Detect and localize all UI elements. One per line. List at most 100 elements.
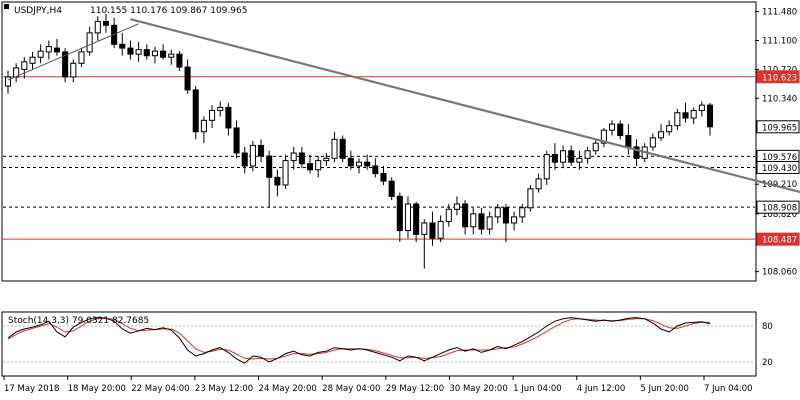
candle-body [396, 195, 403, 232]
candle-body [682, 112, 689, 119]
candle-body [372, 165, 379, 175]
candle-body [45, 46, 52, 53]
candle-body [200, 119, 207, 133]
candle-body [209, 109, 216, 121]
candle-body [437, 220, 444, 239]
candle-body [306, 163, 314, 171]
candle-body [445, 208, 452, 222]
level-label-box [756, 70, 800, 84]
indicator-label: Stoch(14,3,3) 79.0321 82.7685 [8, 316, 149, 326]
level-label: 110.623 [762, 73, 797, 83]
ohlc-header: 110.155 110.176 109.867 109.965 [90, 6, 247, 16]
current-price-box [756, 120, 800, 134]
price-tick-label: 108.820 [762, 210, 797, 220]
price-tick-label: 108.060 [762, 268, 797, 278]
trendline [130, 18, 800, 194]
candle-body [535, 178, 542, 190]
stoch-main-line [7, 317, 711, 364]
candle-body [609, 123, 616, 131]
candle-body [698, 104, 705, 111]
price-tick-label: 111.100 [762, 36, 797, 46]
level-label: 109.430 [762, 164, 797, 174]
candle-body [176, 53, 183, 68]
candle-body [78, 51, 85, 64]
candle-body [94, 20, 101, 34]
candle-body [37, 50, 44, 58]
candle-body [315, 160, 322, 171]
candle-body [347, 157, 354, 167]
candle-body [241, 152, 248, 167]
candle-body [404, 203, 412, 232]
time-tick-label: 1 Jun 04:00 [513, 384, 562, 394]
stoch-level-label: 80 [762, 322, 773, 332]
candle-body [511, 216, 518, 224]
candle-body [625, 135, 632, 148]
level-label-box [756, 232, 800, 246]
time-tick-label: 4 Jun 12:00 [577, 384, 626, 394]
symbol-label: USDJPY,H4 [14, 6, 62, 16]
candle-body [62, 51, 69, 78]
candle-body [266, 155, 273, 178]
candle-body [494, 207, 501, 218]
candle-body [184, 66, 191, 91]
level-label-box [756, 200, 800, 214]
candle-body [290, 152, 297, 162]
candle-body [421, 222, 428, 235]
candle-body [617, 123, 624, 137]
time-tick-label: 23 May 12:00 [195, 384, 253, 394]
candle-body [674, 112, 681, 127]
candle-body [127, 47, 134, 55]
candle-body [527, 188, 534, 209]
stochastic-indicator: 80 20 [3, 317, 773, 368]
candle-body [706, 104, 714, 128]
candle-body [168, 53, 175, 58]
stoch-level-label: 20 [762, 358, 773, 368]
candle-body [143, 49, 150, 57]
candle-body [600, 129, 607, 144]
header-triangle-icon [4, 4, 9, 9]
candle-body [388, 180, 395, 197]
time-tick-label: 28 May 04:00 [322, 384, 380, 394]
price-tick-label: 109.210 [762, 180, 797, 190]
time-axis: 17 May 2018 18 May 20:00 22 May 04:00 23 Ma… [3, 376, 753, 394]
candle-body [119, 43, 126, 49]
candle-body [339, 138, 346, 159]
candle-body [102, 20, 109, 26]
candle-body [298, 152, 305, 165]
candle-body [462, 203, 469, 228]
candle-body [584, 150, 591, 159]
candle-body [331, 138, 338, 159]
candle-body [560, 150, 567, 163]
candle-body [429, 222, 436, 239]
candle-body [355, 161, 363, 167]
candle-body [551, 154, 558, 163]
level-label: 109.576 [762, 153, 797, 163]
level-label-box [756, 160, 800, 174]
candle-body [258, 144, 265, 157]
candle-body [282, 160, 289, 186]
time-tick-label: 7 Jun 04:00 [704, 384, 753, 394]
candle-body [380, 173, 387, 182]
trendline [7, 23, 139, 81]
candle-body [29, 56, 36, 64]
candle-body [53, 47, 61, 53]
candle-body [160, 50, 167, 58]
candle-body [225, 106, 232, 129]
time-tick-label: 22 May 04:00 [131, 384, 189, 394]
candle-body [690, 109, 697, 119]
time-tick-label: 29 May 12:00 [386, 384, 444, 394]
price-tick-label: 111.480 [762, 8, 797, 18]
main-panel-frame [1, 1, 757, 282]
level-label: 108.908 [762, 204, 797, 214]
candle-body [151, 50, 158, 57]
candle-body [274, 176, 281, 186]
candle-body [233, 127, 240, 154]
candle-body [486, 216, 493, 230]
candle-body [657, 131, 665, 139]
candle-body [543, 154, 550, 180]
chart-header: USDJPY,H4 110.155 110.176 109.867 109.96… [4, 4, 247, 16]
candle-body [519, 207, 526, 218]
indicator-panel-frame [1, 311, 757, 377]
